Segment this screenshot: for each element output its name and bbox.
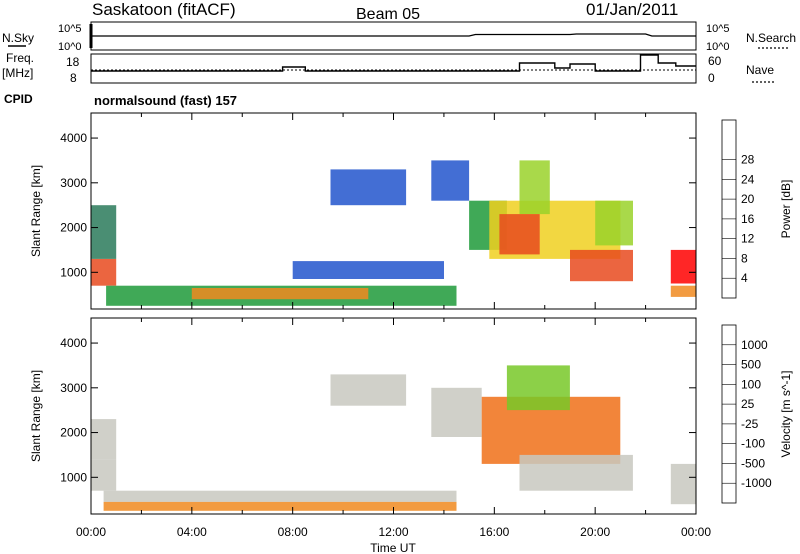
velocity-region xyxy=(506,365,570,411)
date-title: 01/Jan/2011 xyxy=(586,0,678,19)
velocity-ytick-label: 3000 xyxy=(60,381,87,395)
freq-axis-top: 18 xyxy=(66,55,80,69)
cpid-text: normalsound (fast) 157 xyxy=(94,93,237,108)
power-ytick-label: 4000 xyxy=(60,131,87,145)
velocity-colorbar-title: Velocity [m s^-1] xyxy=(779,371,793,458)
x-tick-label: 04:00 xyxy=(177,525,207,539)
velocity-region xyxy=(103,490,457,502)
power-region xyxy=(292,261,444,279)
power-region xyxy=(670,249,696,284)
velocity-ytick-label: 2000 xyxy=(60,426,87,440)
x-tick-label: 12:00 xyxy=(378,525,408,539)
power-region xyxy=(191,288,369,300)
freq-label: Freq. xyxy=(6,51,34,65)
power-ytick-label: 1000 xyxy=(60,265,87,279)
x-tick-label: 00:00 xyxy=(681,525,711,539)
velocity-region xyxy=(431,387,482,437)
beam-title: Beam 05 xyxy=(356,6,420,23)
x-tick-label: 00:00 xyxy=(76,525,106,539)
nave-label: Nave xyxy=(746,63,774,77)
velocity-colorbar-label: -25 xyxy=(741,417,759,431)
velocity-region xyxy=(91,419,117,460)
power-ytick-label: 2000 xyxy=(60,221,87,235)
freq-axis-right-bottom: 0 xyxy=(708,71,715,85)
noise-axis-right-top: 10^5 xyxy=(706,23,730,35)
velocity-region xyxy=(670,463,696,505)
noise-axis-top: 10^5 xyxy=(58,23,82,35)
velocity-colorbar-label: -500 xyxy=(741,456,765,470)
power-region xyxy=(519,160,550,215)
noise-axis-right-bottom: 10^0 xyxy=(706,41,730,53)
nsky-label: N.Sky xyxy=(2,31,34,45)
velocity-ylabel: Slant Range [km] xyxy=(29,370,43,462)
velocity-colorbar-frame xyxy=(721,324,737,504)
cpid-label: CPID xyxy=(4,92,33,106)
freq-axis-right-top: 60 xyxy=(708,54,722,68)
freq-series xyxy=(91,54,696,72)
noise-axis-bottom: 10^0 xyxy=(58,41,82,53)
power-colorbar-label: 28 xyxy=(741,153,755,167)
x-tick-label: 20:00 xyxy=(580,525,610,539)
velocity-region xyxy=(103,501,457,511)
power-ytick-label: 3000 xyxy=(60,176,87,190)
nsearch-label: N.Search xyxy=(746,31,796,45)
freq-panel-frame xyxy=(90,53,697,84)
velocity-region xyxy=(330,374,407,406)
power-colorbar-label: 16 xyxy=(741,212,755,226)
velocity-region xyxy=(519,454,633,491)
x-tick-label: 16:00 xyxy=(479,525,509,539)
noise-sky-line xyxy=(91,33,696,37)
power-region xyxy=(431,160,470,201)
freq-axis-bottom: 8 xyxy=(70,71,77,85)
power-colorbar-label: 4 xyxy=(741,271,748,285)
freq-unit-label: [MHz] xyxy=(2,66,33,80)
power-colorbar-label: 12 xyxy=(741,232,755,246)
data-panels: 1000 2000 3000 4000 Slant Range [km] 4 8 12 16 20… xyxy=(29,112,793,515)
velocity-colorbar-label: 100 xyxy=(741,377,761,391)
power-ylabel: Slant Range [km] xyxy=(29,165,43,257)
power-region xyxy=(570,249,633,282)
station-title: Saskatoon (fitACF) xyxy=(92,0,236,19)
power-colorbar-label: 8 xyxy=(741,251,748,265)
velocity-colorbar-label: -100 xyxy=(741,437,765,451)
velocity-ytick-label: 1000 xyxy=(60,470,87,484)
power-colorbar-frame xyxy=(721,119,737,299)
velocity-colorbar-label: 1000 xyxy=(741,338,768,352)
freq-line xyxy=(91,54,696,72)
power-region xyxy=(595,200,633,246)
velocity-region xyxy=(91,459,117,491)
power-colorbar-label: 20 xyxy=(741,192,755,206)
power-region xyxy=(91,205,117,259)
power-region xyxy=(670,285,696,297)
velocity-colorbar-label: 25 xyxy=(741,397,755,411)
power-region xyxy=(330,169,407,206)
x-axis-title: Time UT xyxy=(370,541,416,554)
noise-series xyxy=(89,24,696,48)
x-tick-labels: 00:00 04:00 08:00 12:00 16:00 20:00 00:00 xyxy=(76,525,711,539)
panel-velocity: 1000 2000 3000 4000 Slant Range [km] 1000 500 1… xyxy=(29,317,793,515)
power-colorbar-label: 24 xyxy=(741,172,755,186)
velocity-colorbar-label: 500 xyxy=(741,358,761,372)
x-tick-label: 08:00 xyxy=(278,525,308,539)
velocity-ytick-label: 4000 xyxy=(60,336,87,350)
velocity-colorbar-label: -1000 xyxy=(741,476,772,490)
power-colorbar-title: Power [dB] xyxy=(779,180,793,239)
power-region xyxy=(499,214,540,255)
panel-power: 1000 2000 3000 4000 Slant Range [km] 4 8 12 16 20… xyxy=(29,112,793,310)
